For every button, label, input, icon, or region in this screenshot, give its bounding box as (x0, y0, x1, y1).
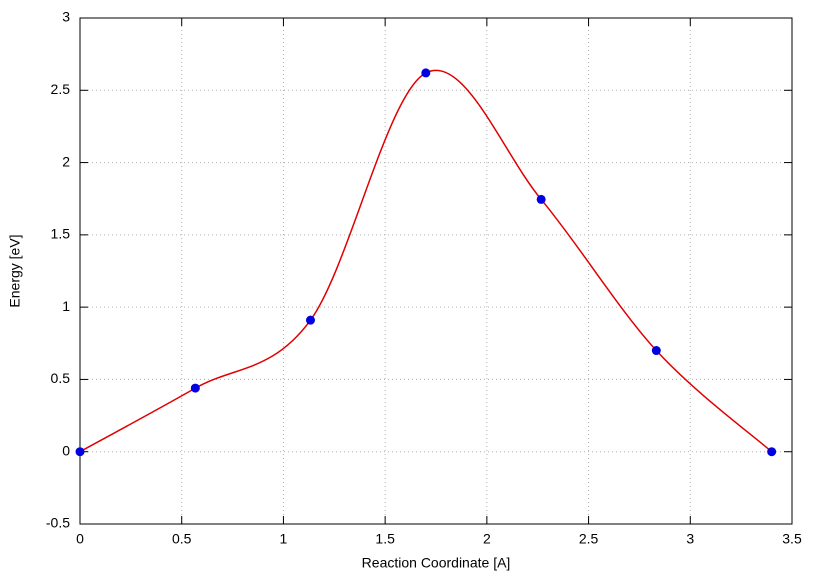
y-tick-label: 3 (62, 9, 70, 25)
y-tick-label: 0 (62, 442, 70, 458)
plot-frame (79, 17, 793, 525)
line (79, 69, 773, 453)
x-tick-label: 2 (483, 531, 491, 547)
x-tick-label: 1 (280, 531, 288, 547)
x-axis-label: Reaction Coordinate [A] (362, 555, 511, 571)
x-tick-label: 3.5 (782, 531, 802, 547)
y-tick-label: 2 (62, 153, 70, 169)
point (75, 447, 85, 457)
point (421, 68, 431, 78)
y-tick-label: 2.5 (51, 81, 71, 97)
x-tick-label: 2.5 (579, 531, 599, 547)
y-tick-label: 0.5 (51, 370, 71, 386)
x-tick-label: 3 (686, 531, 694, 547)
y-axis-label: Energy [eV] (7, 234, 23, 307)
point (767, 447, 777, 457)
point (651, 346, 661, 356)
point (536, 194, 546, 204)
point (305, 315, 315, 325)
x-tick-label: 1.5 (375, 531, 395, 547)
point (190, 383, 200, 393)
y-tick-label: 1 (62, 298, 70, 314)
x-tick-label: 0 (76, 531, 84, 547)
y-tick-label: -0.5 (46, 515, 70, 531)
x-tick-label: 0.5 (172, 531, 192, 547)
y-tick-label: 1.5 (51, 226, 71, 242)
